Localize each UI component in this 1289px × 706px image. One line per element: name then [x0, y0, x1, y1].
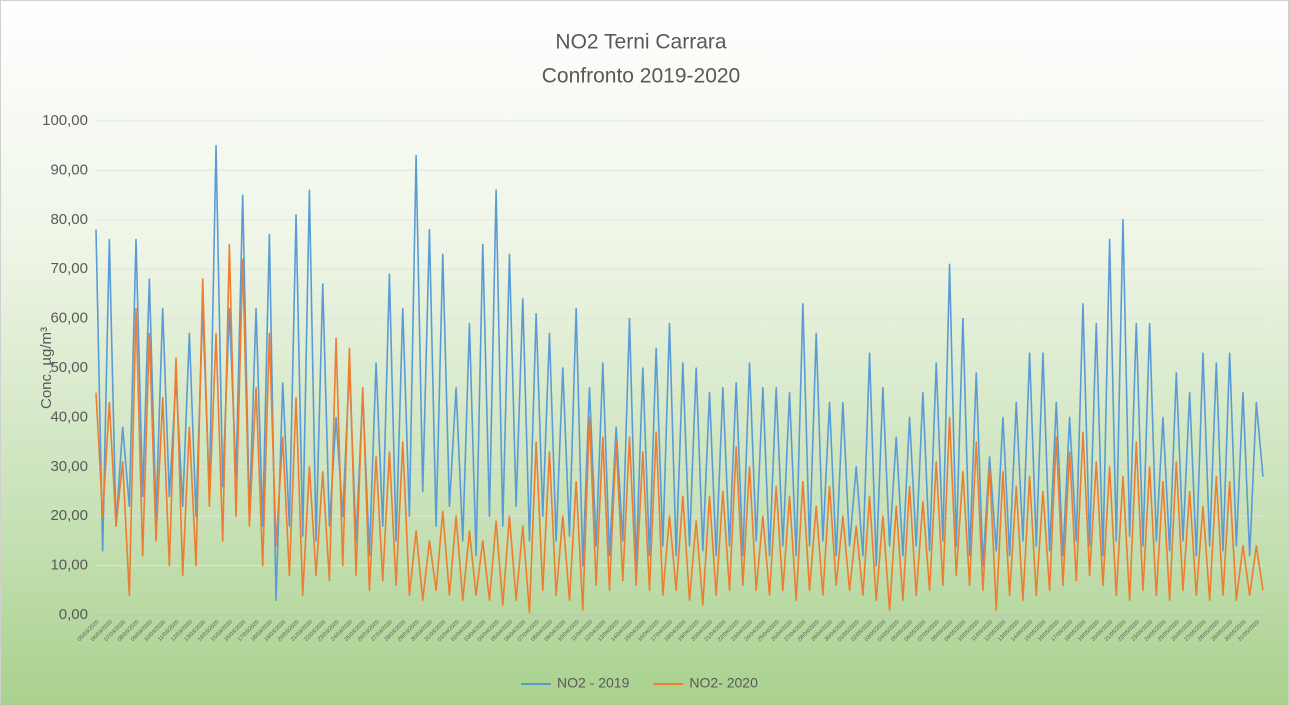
y-tick-label: 70,00 — [50, 260, 88, 277]
y-tick-label: 20,00 — [50, 507, 88, 524]
series-line — [95, 144, 1264, 601]
y-tick-label: 10,00 — [50, 557, 88, 574]
y-tick-label: 80,00 — [50, 211, 88, 228]
y-tick-label: 30,00 — [50, 458, 88, 475]
legend-label: NO2- 2020 — [689, 675, 758, 691]
chart-subtitle: Confronto 2019-2020 — [542, 65, 741, 88]
chart-title: NO2 Terni Carrara — [555, 31, 726, 54]
y-tick-label: 40,00 — [50, 408, 88, 425]
legend-label: NO2 - 2019 — [557, 675, 630, 691]
y-tick-label: 50,00 — [50, 359, 88, 376]
series-line — [95, 243, 1264, 614]
y-tick-label: 60,00 — [50, 310, 88, 327]
y-tick-label: 0,00 — [59, 606, 88, 623]
y-tick-label: 100,00 — [42, 112, 88, 129]
y-tick-label: 90,00 — [50, 161, 88, 178]
y-axis-label: Conc. µg/m³ — [38, 327, 55, 409]
